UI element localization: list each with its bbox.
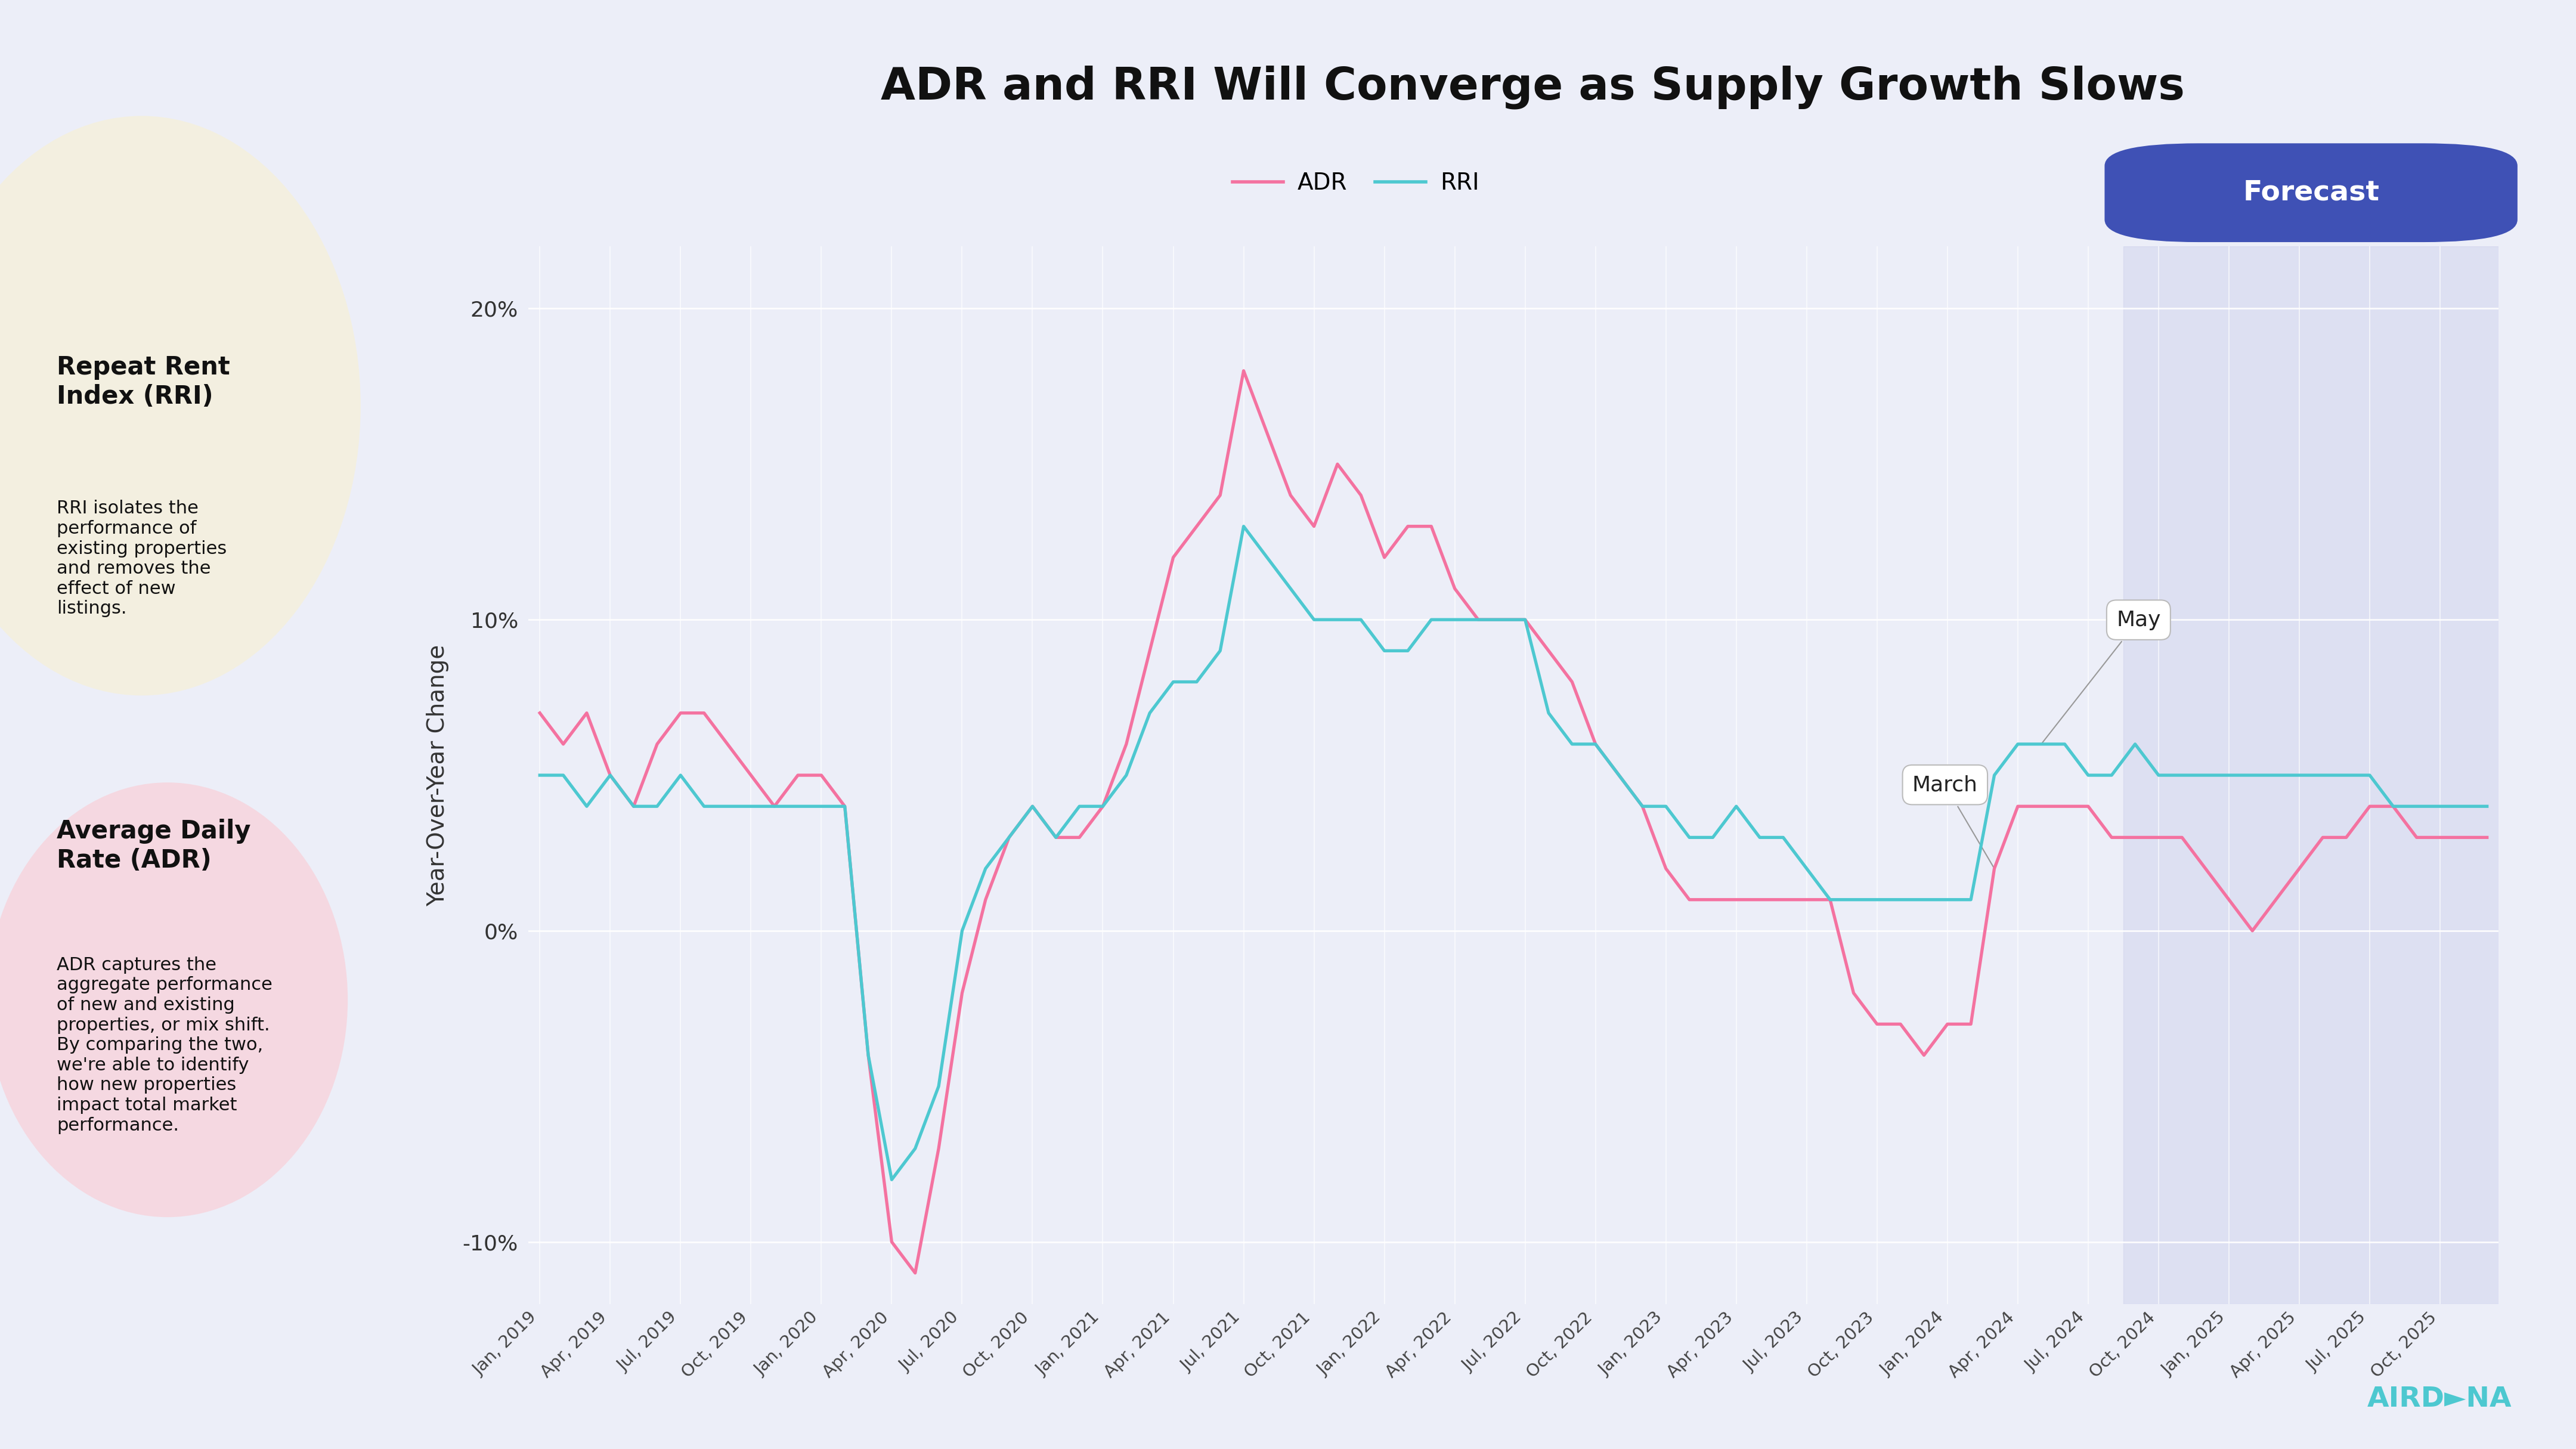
Bar <box>2123 246 2499 1304</box>
Text: Average Daily
Rate (ADR): Average Daily Rate (ADR) <box>57 819 250 872</box>
Legend: ADR, RRI: ADR, RRI <box>1224 162 1489 204</box>
FancyBboxPatch shape <box>2105 143 2517 242</box>
Text: Forecast: Forecast <box>2244 180 2380 206</box>
Text: March: March <box>1911 775 1994 867</box>
Text: AIRD►NA: AIRD►NA <box>2367 1385 2512 1413</box>
Text: Repeat Rent
Index (RRI): Repeat Rent Index (RRI) <box>57 355 229 409</box>
Y-axis label: Year-Over-Year Change: Year-Over-Year Change <box>428 645 448 906</box>
Text: RRI isolates the
performance of
existing properties
and removes the
effect of ne: RRI isolates the performance of existing… <box>57 500 227 617</box>
Text: May: May <box>2043 610 2161 743</box>
Text: ADR and RRI Will Converge as Supply Growth Slows: ADR and RRI Will Converge as Supply Grow… <box>881 65 2184 109</box>
Text: ADR captures the
aggregate performance
of new and existing
properties, or mix sh: ADR captures the aggregate performance o… <box>57 956 273 1135</box>
